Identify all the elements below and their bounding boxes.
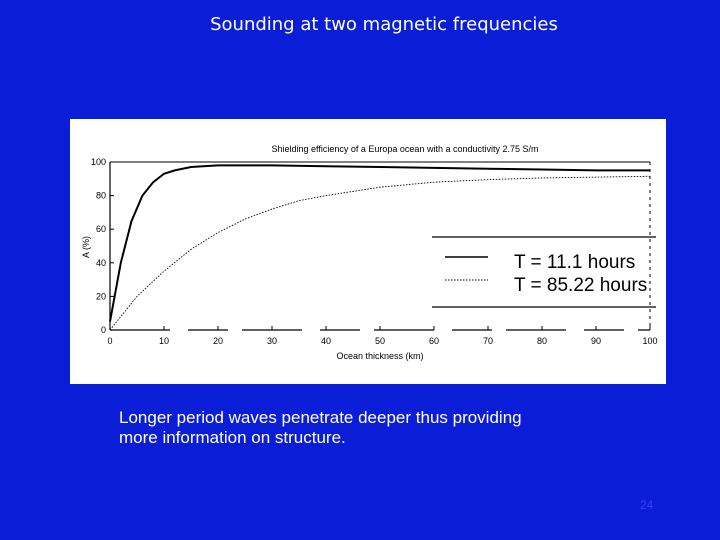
x-tick-label: 10 — [159, 336, 169, 346]
x-tick-label: 0 — [107, 336, 112, 346]
y-axis-label: A (%) — [81, 236, 91, 258]
y-tick-label: 100 — [91, 157, 106, 167]
series-lines — [109, 164, 651, 331]
chart-title: Shielding efficiency of a Europa ocean w… — [272, 144, 539, 154]
x-tick-label: 50 — [375, 336, 385, 346]
shielding-efficiency-chart: Shielding efficiency of a Europa ocean w… — [81, 144, 658, 361]
y-tick-label: 80 — [96, 191, 106, 201]
caption-line-2: more information on structure. — [119, 428, 346, 447]
axes — [109, 161, 651, 331]
tick-labels: 0 20 40 60 80 100 0 10 20 30 40 50 60 70 80 90 100 — [91, 157, 658, 346]
y-tick-label: 40 — [96, 258, 106, 268]
x-tick-label: 20 — [213, 336, 223, 346]
chart-panel: Shielding efficiency of a Europa ocean w… — [70, 119, 666, 384]
legend-label-2: T = 85.22 hours — [514, 275, 647, 296]
x-tick-label: 70 — [483, 336, 493, 346]
x-tick-label: 80 — [537, 336, 547, 346]
caption-line-1: Longer period waves penetrate deeper thu… — [119, 408, 522, 427]
y-tick-label: 60 — [96, 224, 106, 234]
legend-label-1: T = 11.1 hours — [514, 252, 635, 273]
x-tick-label: 60 — [429, 336, 439, 346]
x-tick-label: 100 — [642, 336, 657, 346]
x-tick-label: 30 — [267, 336, 277, 346]
slide-title: Sounding at two magnetic frequencies — [210, 14, 558, 35]
x-tick-label: 90 — [591, 336, 601, 346]
x-tick-label: 40 — [321, 336, 331, 346]
slide-number: 24 — [640, 498, 654, 512]
y-tick-label: 0 — [101, 325, 106, 335]
series-line-1 — [109, 164, 650, 322]
y-tick-label: 20 — [96, 291, 106, 301]
series-line-2 — [109, 175, 651, 331]
caption: Longer period waves penetrate deeper thu… — [119, 408, 639, 448]
x-axis-label: Ocean thickness (km) — [336, 351, 423, 361]
